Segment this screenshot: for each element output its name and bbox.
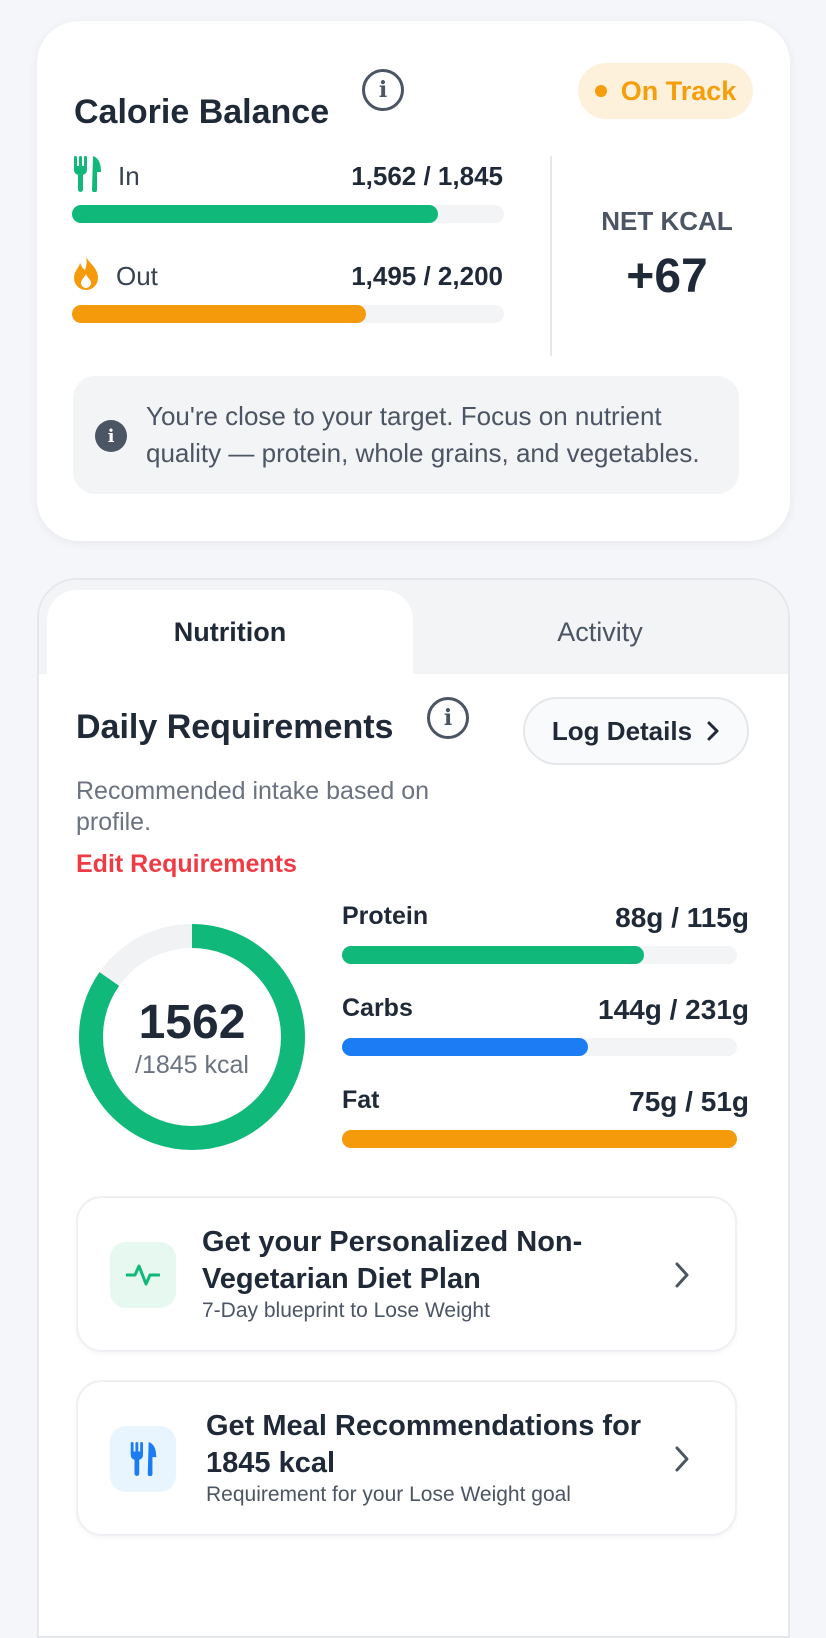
chevron-right-icon bbox=[707, 721, 719, 741]
in-label: In bbox=[118, 161, 140, 191]
info-filled-icon: i bbox=[95, 420, 127, 452]
out-label: Out bbox=[116, 261, 158, 291]
flame-icon bbox=[74, 256, 98, 290]
net-kcal-value: +67 bbox=[626, 250, 708, 303]
tip-box: i You're close to your target. Focus on … bbox=[73, 376, 739, 494]
status-badge: On Track bbox=[578, 63, 753, 119]
meal-recommendations-title: Get Meal Recommendations for 1845 kcal bbox=[206, 1410, 642, 1479]
in-value: 1,562 / 1,845 bbox=[351, 161, 503, 191]
info-icon[interactable]: i bbox=[427, 697, 469, 739]
carbs-progress-fill bbox=[342, 1038, 589, 1056]
out-value: 1,495 / 2,200 bbox=[351, 261, 503, 291]
pulse-icon bbox=[110, 1242, 176, 1308]
tab-nutrition[interactable]: Nutrition bbox=[47, 590, 413, 674]
fork-knife-icon bbox=[74, 156, 101, 192]
log-details-button[interactable]: Log Details bbox=[523, 697, 749, 765]
carbs-progress-bar bbox=[342, 1038, 737, 1056]
calorie-balance-title: Calorie Balance bbox=[74, 93, 330, 131]
info-icon[interactable]: i bbox=[362, 69, 404, 111]
protein-progress-fill bbox=[342, 946, 645, 964]
diet-plan-subtitle: 7-Day blueprint to Lose Weight bbox=[202, 1299, 490, 1322]
macro-label-protein: Protein bbox=[342, 902, 429, 930]
net-kcal-label: NET KCAL bbox=[601, 206, 733, 236]
log-details-label: Log Details bbox=[551, 715, 693, 746]
in-progress-fill bbox=[72, 205, 438, 223]
macro-label-carbs: Carbs bbox=[342, 994, 413, 1022]
macro-value-fat: 75g / 51g bbox=[629, 1086, 749, 1117]
divider bbox=[550, 156, 552, 356]
daily-requirements-card: Nutrition Activity Daily Requirements i … bbox=[37, 578, 790, 1638]
meal-recommendations-subtitle: Requirement for your Lose Weight goal bbox=[206, 1483, 571, 1506]
fat-progress-bar bbox=[342, 1130, 737, 1148]
in-progress-bar bbox=[72, 205, 504, 223]
tab-bar: Nutrition Activity bbox=[39, 580, 788, 674]
tip-text: You're close to your target. Focus on nu… bbox=[146, 401, 700, 468]
fat-progress-fill bbox=[342, 1130, 737, 1148]
macro-label-fat: Fat bbox=[342, 1086, 380, 1114]
calories-target: /1845 kcal bbox=[135, 1050, 249, 1079]
calories-consumed: 1562 bbox=[138, 995, 246, 1049]
diet-plan-title: Get your Personalized Non-Vegetarian Die… bbox=[202, 1226, 583, 1295]
calorie-balance-card: Calorie Balance i On Track In 1,562 / 1,… bbox=[37, 21, 790, 541]
status-text: On Track bbox=[620, 75, 737, 106]
protein-progress-bar bbox=[342, 946, 737, 964]
donut-progress bbox=[79, 924, 305, 1150]
out-progress-bar bbox=[72, 305, 504, 323]
chevron-right-icon bbox=[675, 1262, 689, 1288]
status-dot bbox=[594, 85, 607, 97]
out-progress-fill bbox=[72, 305, 366, 323]
meal-recommendations-card[interactable]: Get Meal Recommendations for 1845 kcal R… bbox=[76, 1380, 737, 1536]
calorie-donut bbox=[79, 924, 305, 1150]
edit-requirements-link[interactable]: Edit Requirements bbox=[76, 850, 297, 878]
chevron-right-icon bbox=[675, 1446, 689, 1472]
donut-center: 1562 /1845 kcal bbox=[75, 920, 309, 1154]
tab-activity[interactable]: Activity bbox=[557, 616, 643, 647]
fork-knife-icon bbox=[110, 1426, 176, 1492]
daily-requirements-title: Daily Requirements bbox=[76, 708, 394, 746]
macro-value-protein: 88g / 115g bbox=[615, 902, 749, 933]
daily-requirements-subtitle: Recommended intake based on profile. bbox=[76, 777, 430, 836]
diet-plan-card[interactable]: Get your Personalized Non-Vegetarian Die… bbox=[76, 1196, 737, 1352]
macro-value-carbs: 144g / 231g bbox=[598, 994, 749, 1025]
